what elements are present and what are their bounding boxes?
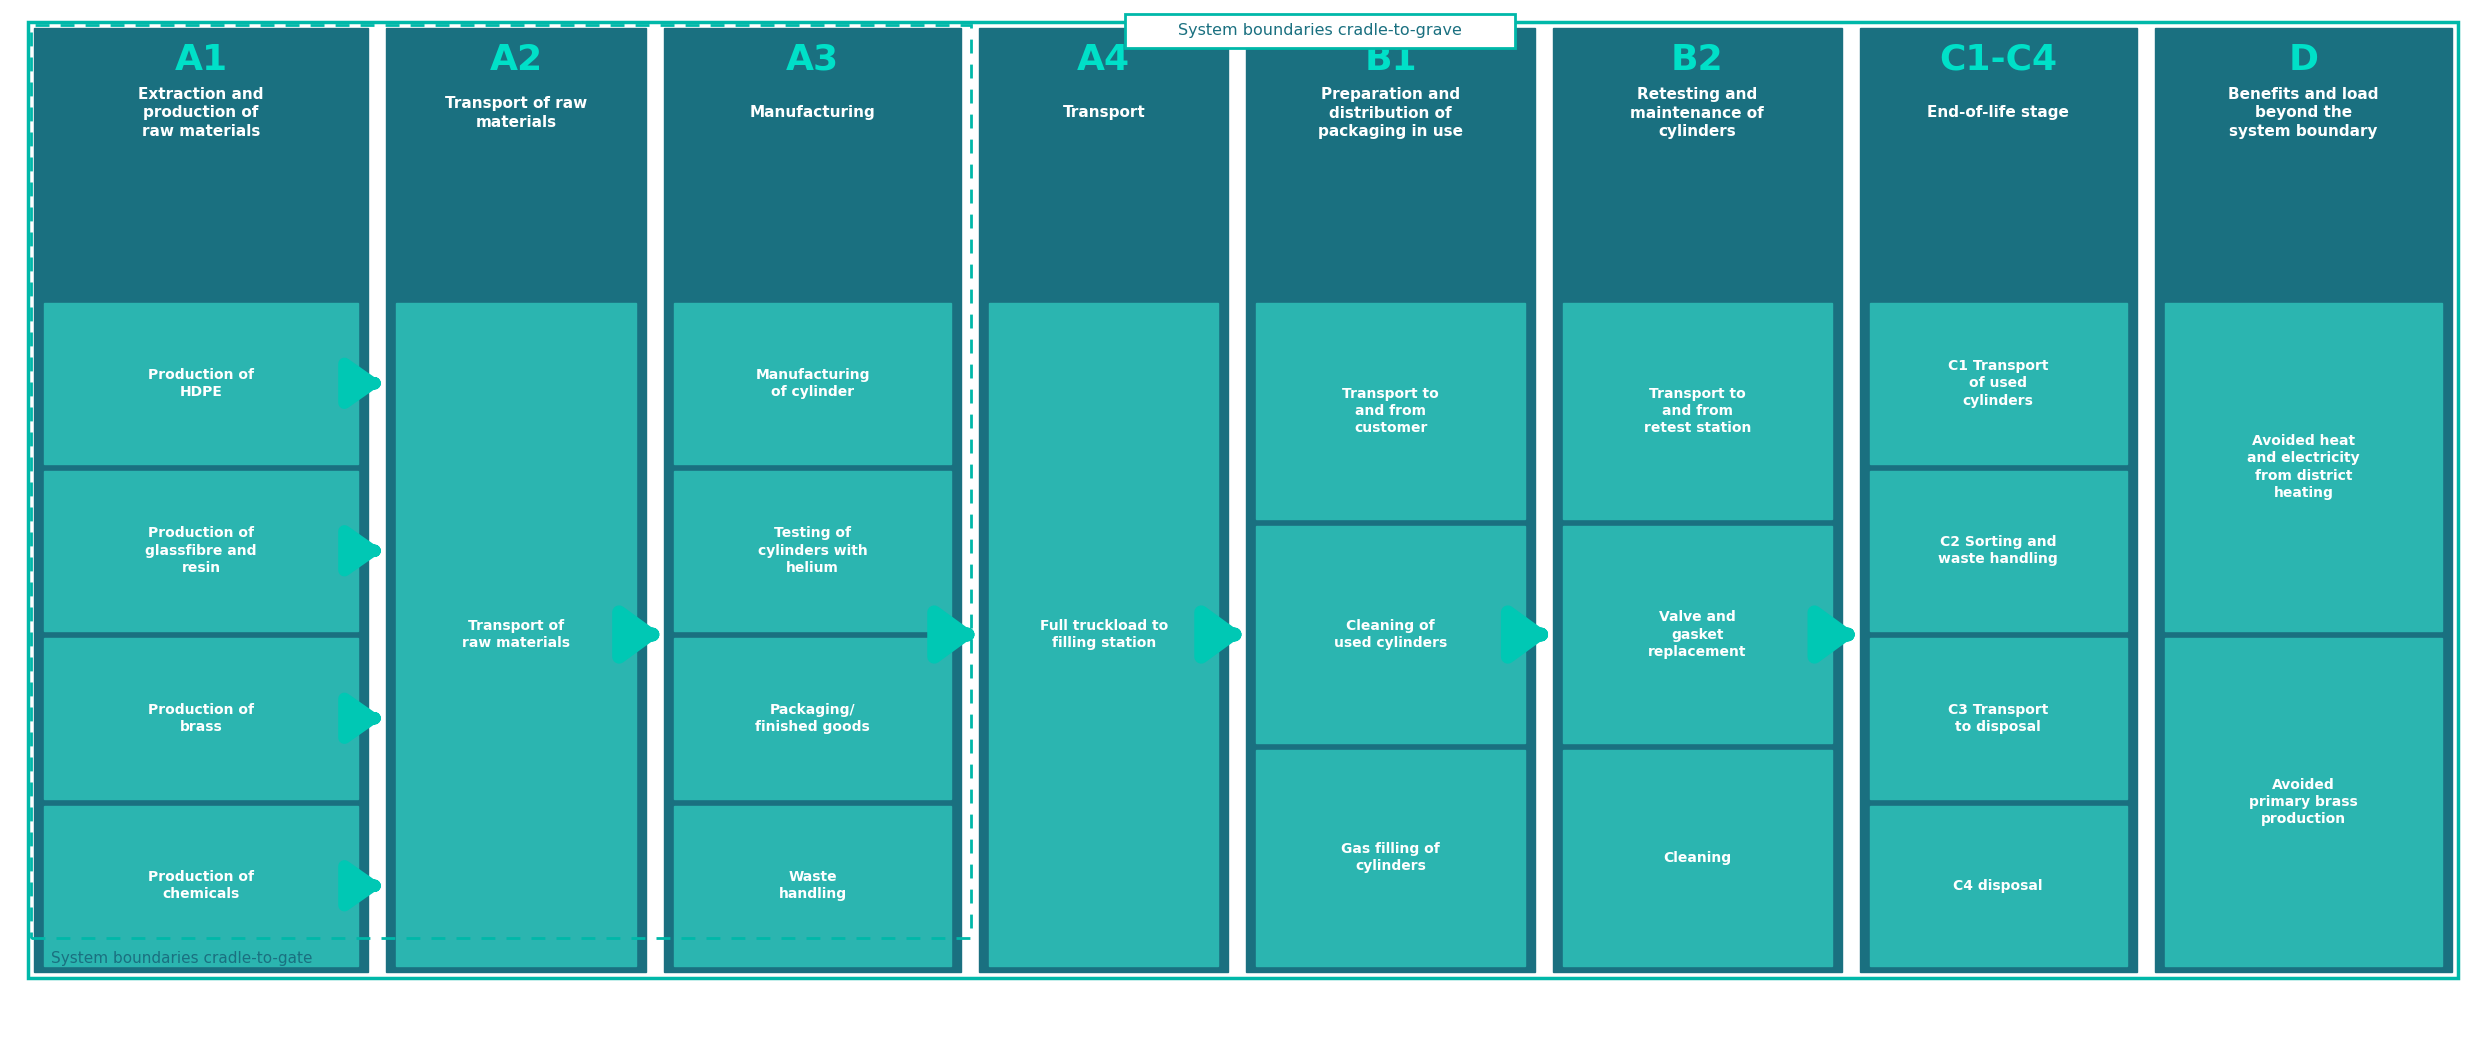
Text: B2: B2 [1672, 43, 1724, 77]
Text: Transport of
raw materials: Transport of raw materials [461, 619, 570, 651]
Text: End-of-life stage: End-of-life stage [1927, 105, 2068, 120]
Text: C2 Sorting and
waste handling: C2 Sorting and waste handling [1939, 535, 2058, 567]
Text: Gas filling of
cylinders: Gas filling of cylinders [1342, 842, 1441, 874]
Text: Production of
chemicals: Production of chemicals [149, 871, 253, 901]
Text: C1 Transport
of used
cylinders: C1 Transport of used cylinders [1947, 359, 2048, 407]
Bar [1860, 28, 2138, 972]
Text: Benefits and load
beyond the
system boundary: Benefits and load beyond the system boun… [2227, 87, 2378, 139]
Text: Cleaning: Cleaning [1664, 850, 1731, 865]
Bar [1562, 303, 1833, 520]
Text: Valve and
gasket
replacement: Valve and gasket replacement [1649, 610, 1746, 659]
Text: Packaging/
finished goods: Packaging/ finished goods [756, 703, 870, 733]
Text: Avoided
primary brass
production: Avoided primary brass production [2249, 778, 2358, 826]
Text: Manufacturing: Manufacturing [749, 105, 875, 120]
Bar [675, 471, 952, 631]
Bar [27, 22, 2458, 978]
Bar [1870, 638, 2128, 798]
Bar [45, 303, 357, 463]
Text: C3 Transport
to disposal: C3 Transport to disposal [1949, 703, 2048, 733]
Bar [2165, 638, 2443, 966]
Bar [1257, 526, 1525, 743]
Bar [1870, 471, 2128, 631]
Text: C4 disposal: C4 disposal [1954, 879, 2044, 893]
Bar [1562, 749, 1833, 966]
Bar [1257, 303, 1525, 520]
Bar [2155, 28, 2453, 972]
Text: Manufacturing
of cylinder: Manufacturing of cylinder [756, 368, 870, 399]
Bar [2165, 303, 2443, 631]
Bar [397, 303, 637, 966]
Text: D: D [2289, 43, 2319, 77]
Bar [35, 28, 367, 972]
Text: Waste
handling: Waste handling [779, 871, 846, 901]
Bar [675, 303, 952, 463]
Bar [675, 638, 952, 798]
Text: System boundaries cradle-to-grave: System boundaries cradle-to-grave [1178, 23, 1461, 38]
Text: B1: B1 [1364, 43, 1416, 77]
Text: Full truckload to
filling station: Full truckload to filling station [1039, 619, 1168, 651]
Bar [1870, 806, 2128, 966]
Bar [30, 26, 972, 938]
Text: System boundaries cradle-to-gate: System boundaries cradle-to-gate [52, 950, 312, 965]
Bar [45, 638, 357, 798]
Bar [665, 28, 962, 972]
Bar [45, 806, 357, 966]
Bar [1247, 28, 1535, 972]
Bar [1126, 14, 1515, 48]
Bar [45, 471, 357, 631]
Text: A3: A3 [786, 43, 838, 77]
Bar [990, 303, 1218, 966]
Text: Transport to
and from
retest station: Transport to and from retest station [1644, 387, 1751, 436]
Bar [1552, 28, 1843, 972]
Text: Transport of raw
materials: Transport of raw materials [444, 96, 588, 130]
Text: Retesting and
maintenance of
cylinders: Retesting and maintenance of cylinders [1629, 87, 1763, 139]
Text: Production of
HDPE: Production of HDPE [149, 368, 253, 399]
Bar [1562, 526, 1833, 743]
Bar [1870, 303, 2128, 463]
Text: A1: A1 [174, 43, 228, 77]
Bar [980, 28, 1228, 972]
Text: A2: A2 [489, 43, 543, 77]
Text: Transport to
and from
customer: Transport to and from customer [1342, 387, 1438, 436]
Text: Cleaning of
used cylinders: Cleaning of used cylinders [1334, 619, 1448, 651]
Text: Extraction and
production of
raw materials: Extraction and production of raw materia… [139, 87, 263, 139]
Text: C1-C4: C1-C4 [1939, 43, 2058, 77]
Text: Preparation and
distribution of
packaging in use: Preparation and distribution of packagin… [1319, 87, 1463, 139]
Text: Production of
brass: Production of brass [149, 703, 253, 733]
Bar [1257, 749, 1525, 966]
Text: Transport: Transport [1061, 105, 1146, 120]
Text: A4: A4 [1076, 43, 1131, 77]
Bar [675, 806, 952, 966]
Bar [387, 28, 647, 972]
Text: Testing of
cylinders with
helium: Testing of cylinders with helium [759, 526, 868, 575]
Text: Avoided heat
and electricity
from district
heating: Avoided heat and electricity from distri… [2247, 434, 2361, 500]
Text: Production of
glassfibre and
resin: Production of glassfibre and resin [146, 526, 258, 575]
